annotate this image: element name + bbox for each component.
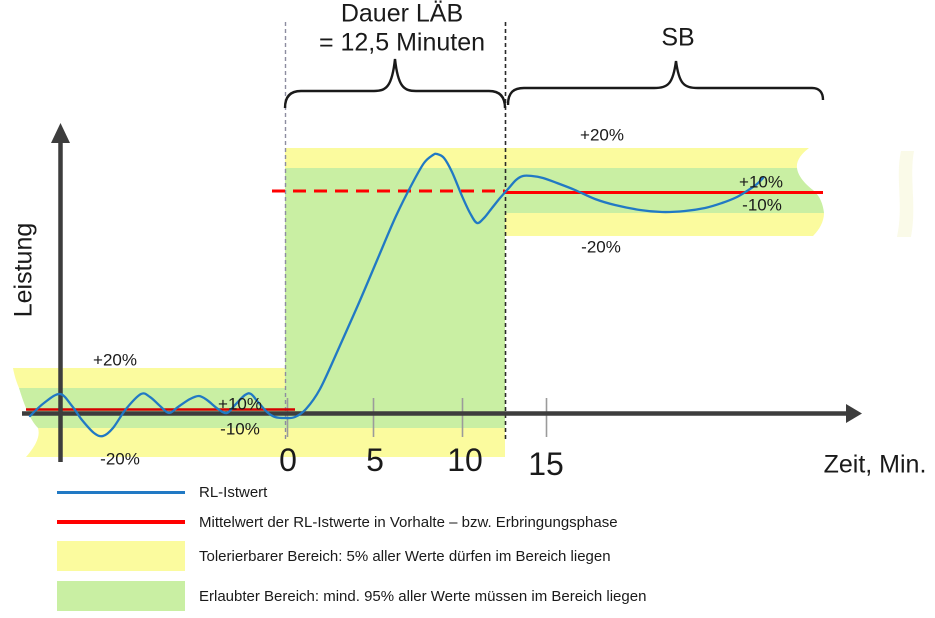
- upper-band-minus20-label: -20%: [581, 237, 621, 257]
- chart-shape: [51, 123, 70, 143]
- x-tick-15: 15: [528, 446, 564, 482]
- green-area-swatch: [57, 581, 185, 611]
- red-line-swatch: [57, 520, 185, 524]
- x-tick-10: 10: [447, 442, 483, 478]
- upper-band-plus10-label: +10%: [739, 172, 783, 192]
- sb-phase-label: SB: [661, 23, 695, 52]
- x-axis-label: Zeit, Min.: [823, 450, 927, 479]
- blue-line-swatch: [57, 490, 185, 494]
- legend-item-tolerierbarer-bereich: Tolerierbarer Bereich: 5% aller Werte dü…: [57, 541, 611, 571]
- chart-shape: [897, 151, 914, 237]
- lower-band-minus10-label: -10%: [220, 419, 260, 439]
- upper-band-minus10-label: -10%: [742, 195, 782, 215]
- lower-band-plus20-label: +20%: [93, 350, 137, 370]
- legend-item-mittelwert: Mittelwert der RL-Istwerte in Vorhalte –…: [57, 512, 618, 532]
- legend-item-erlaubter-bereich: Erlaubter Bereich: mind. 95% aller Werte…: [57, 581, 646, 611]
- lower-band-minus20-label: -20%: [100, 449, 140, 469]
- chart-shape: [26, 428, 505, 457]
- x-tick-5: 5: [366, 442, 384, 478]
- legend-label: RL-Istwert: [199, 483, 268, 501]
- chart-shape: [505, 213, 824, 236]
- chart-shape: [505, 168, 824, 213]
- legend-label: Tolerierbarer Bereich: 5% aller Werte dü…: [199, 547, 611, 565]
- rl-istwert-curve: [28, 152, 765, 438]
- chart-shape: [285, 167, 505, 428]
- legend-label: Mittelwert der RL-Istwerte in Vorhalte –…: [199, 513, 618, 531]
- chart-shape: [506, 60, 825, 106]
- laeb-duration-label-line1: Dauer LÄB: [340, 0, 464, 28]
- legend-item-rl-istwert: RL-Istwert: [57, 482, 267, 502]
- x-tick-0: 0: [279, 442, 297, 478]
- chart-shape: [285, 148, 809, 168]
- legend-label: Erlaubter Bereich: mind. 95% aller Werte…: [199, 587, 647, 605]
- laeb-duration-label-line2: = 12,5 Minuten: [318, 28, 486, 57]
- lower-band-plus10-label: +10%: [218, 394, 262, 414]
- yellow-area-swatch: [57, 541, 185, 571]
- chart-shape: [846, 404, 862, 423]
- chart-shape: [283, 58, 507, 109]
- y-axis-label: Leistung: [9, 222, 38, 318]
- upper-band-plus20-label: +20%: [580, 125, 624, 145]
